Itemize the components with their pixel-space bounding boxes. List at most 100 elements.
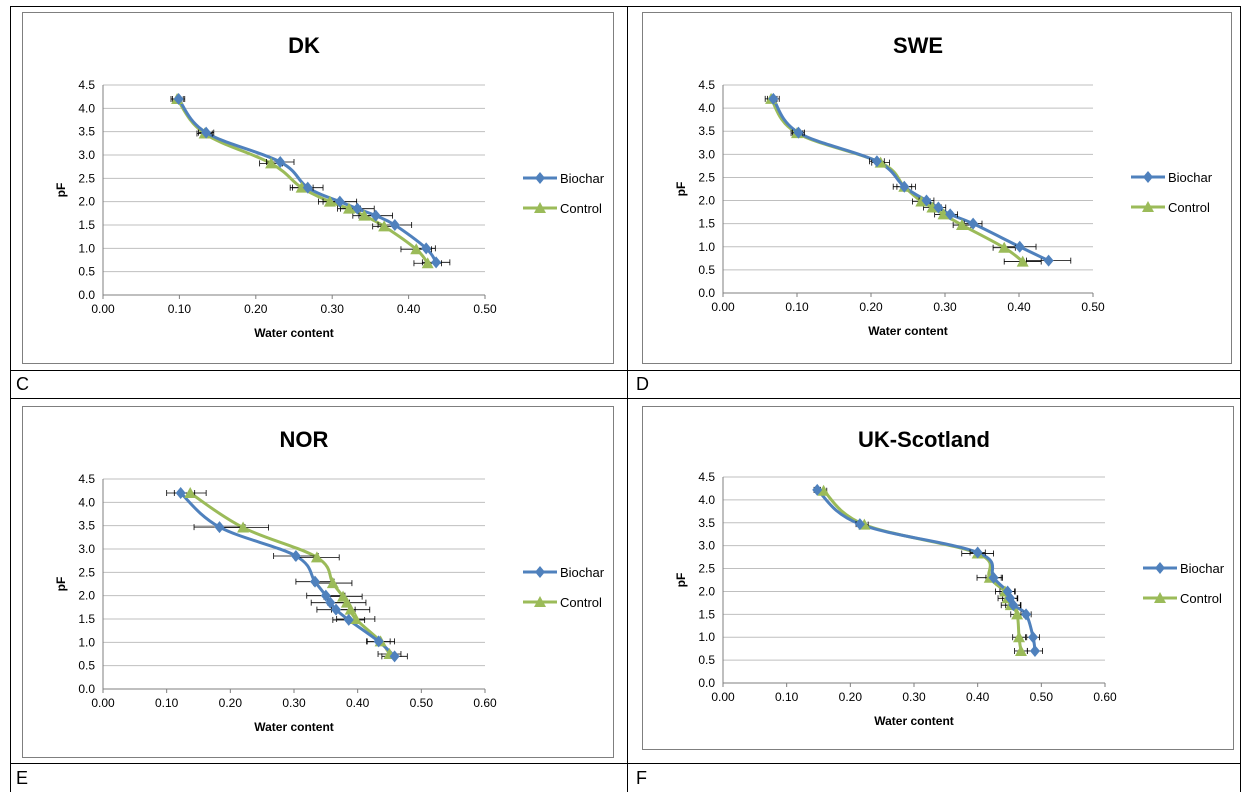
panel-letter-e: E (16, 768, 29, 788)
data-point-biochar (968, 217, 979, 230)
legend-label-biochar: Biochar (1180, 561, 1225, 576)
data-point-control (1016, 255, 1029, 267)
y-tick-label: 0.0 (698, 676, 715, 690)
panel-letter-f: F (636, 768, 647, 788)
x-tick-label: 0.30 (933, 300, 957, 314)
data-point-biochar (899, 180, 910, 193)
x-tick-label: 0.30 (902, 690, 926, 704)
data-point-control (349, 613, 362, 624)
data-point-biochar (175, 487, 186, 499)
x-tick-label: 0.20 (244, 302, 268, 316)
series-line-control (189, 491, 391, 655)
data-point-biochar (933, 201, 944, 214)
chart-nor: NOR 0.0 0.5 1.0 1.5 2.0 2.5 3.0 3.5 4.0 4.5 0.00 0.1… (22, 406, 614, 758)
x-tick-label: 0.00 (91, 696, 115, 710)
data-point-biochar (389, 650, 400, 663)
series-line-biochar (816, 488, 1037, 652)
y-axis-label: pF (54, 577, 68, 592)
data-point-control (1011, 608, 1024, 620)
chart-dk-svg: DK 0.0 0.5 1.0 1.5 2.0 2.5 3.0 3.5 4.0 4.5 0.00 0.10… (54, 33, 605, 340)
x-tick-label: 0.50 (473, 302, 497, 316)
data-point-biochar (302, 181, 313, 194)
x-axis-label: Water content (874, 714, 954, 728)
x-tick-label: 0.00 (711, 300, 735, 314)
chart-title: DK (288, 33, 320, 58)
y-tick-label: 3.5 (78, 519, 95, 533)
chart-dk: DK 0.0 0.5 1.0 1.5 2.0 2.5 3.0 3.5 4.0 4.5 0.00 0.10… (22, 12, 614, 364)
data-point-biochar (370, 209, 381, 222)
data-point-biochar (1028, 631, 1039, 644)
data-point-biochar (972, 546, 983, 559)
x-tick-label: 0.20 (219, 696, 243, 710)
y-tick-label: 3.0 (78, 542, 95, 556)
data-point-control (1014, 644, 1027, 656)
legend-marker-control (534, 202, 546, 213)
y-tick-label: 4.5 (78, 78, 95, 92)
y-tick-label: 0.5 (698, 653, 715, 667)
series-line-biochar (177, 98, 438, 264)
y-tick-label: 4.0 (698, 493, 715, 507)
data-point-biochar (988, 571, 999, 584)
x-axis-label: Water content (254, 720, 334, 734)
legend-marker-biochar (1155, 562, 1165, 574)
x-tick-label: 0.10 (155, 696, 179, 710)
data-point-biochar (1021, 608, 1032, 621)
series-line-biochar (772, 97, 1050, 262)
data-point-biochar (343, 613, 354, 626)
legend-marker-biochar (535, 172, 545, 184)
legend-label-biochar: Biochar (560, 565, 605, 580)
data-point-control (237, 521, 250, 533)
data-point-control (265, 157, 278, 169)
data-point-control (956, 219, 969, 231)
y-tick-label: 1.5 (698, 607, 715, 621)
data-point-control (937, 208, 950, 220)
table-border-row1 (10, 370, 1241, 371)
data-point-biochar (1014, 240, 1025, 253)
x-tick-label: 0.00 (91, 302, 115, 316)
data-point-biochar (331, 603, 342, 616)
chart-swe: SWE 0.0 0.5 1.0 1.5 2.0 2.5 3.0 3.5 4.0 4.5 0.00 0.1… (642, 12, 1232, 364)
y-axis-label: pF (54, 183, 68, 198)
chart-title: UK-Scotland (858, 427, 990, 452)
y-tick-label: 2.5 (698, 562, 715, 576)
data-point-control (184, 487, 197, 498)
y-tick-label: 3.0 (78, 148, 95, 162)
table-border-middle (627, 6, 628, 792)
y-tick-label: 3.5 (698, 516, 715, 530)
data-point-biochar (421, 242, 432, 255)
table-border-left (10, 6, 11, 792)
y-tick-label: 2.0 (698, 584, 715, 598)
y-tick-label: 3.0 (698, 147, 715, 161)
data-point-biochar (793, 126, 804, 139)
y-axis-label: pF (674, 573, 688, 588)
data-point-biochar (871, 155, 882, 168)
legend-label-biochar: Biochar (560, 171, 605, 186)
table-border-right (1240, 6, 1241, 792)
data-point-biochar (173, 93, 184, 105)
data-point-control (343, 202, 356, 214)
x-axis-label: Water content (254, 326, 334, 340)
panel-letter-d: D (636, 374, 649, 394)
series-line-biochar (179, 491, 396, 658)
y-tick-label: 0.5 (78, 659, 95, 673)
legend-marker-control (1154, 592, 1166, 603)
panel-letter-c: C (16, 374, 29, 394)
y-tick-label: 4.0 (698, 101, 715, 115)
y-tick-label: 2.0 (78, 589, 95, 603)
y-tick-label: 0.0 (78, 682, 95, 696)
data-point-biochar (1029, 644, 1040, 657)
x-tick-label: 0.60 (473, 696, 497, 710)
y-tick-label: 4.5 (698, 78, 715, 92)
data-point-biochar (214, 521, 225, 534)
data-point-control (1013, 631, 1026, 643)
y-tick-label: 2.5 (698, 170, 715, 184)
y-tick-label: 2.5 (78, 565, 95, 579)
y-tick-label: 1.0 (78, 241, 95, 255)
data-point-biochar (320, 589, 331, 602)
x-axis-label: Water content (868, 324, 948, 338)
data-point-control (378, 220, 391, 232)
x-tick-label: 0.10 (785, 300, 809, 314)
x-tick-label: 0.00 (711, 690, 735, 704)
data-point-biochar (201, 126, 212, 139)
data-point-control (340, 596, 353, 608)
